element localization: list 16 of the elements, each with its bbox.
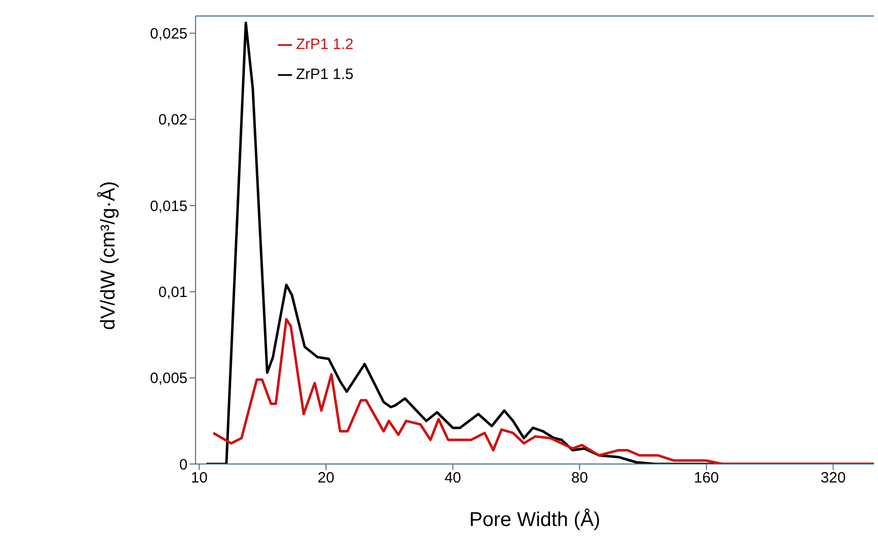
y-tick-label: 0,02 bbox=[158, 112, 188, 129]
y-tick-label: 0,01 bbox=[158, 284, 188, 302]
x-tick-label: 160 bbox=[694, 470, 719, 487]
y-axis-title: dV/dW (cm³/g·Å) bbox=[96, 181, 120, 330]
x-tick-label: 10 bbox=[190, 470, 208, 487]
legend-label: ZrP1 1.5 bbox=[296, 66, 354, 83]
y-tick-label: 0,025 bbox=[150, 26, 188, 43]
y-tick-label: 0,015 bbox=[150, 198, 188, 215]
x-tick-label: 80 bbox=[571, 470, 588, 487]
x-tick-label: 320 bbox=[820, 470, 846, 487]
x-tick-label: 40 bbox=[444, 470, 462, 487]
legend-label: ZrP1 1.2 bbox=[296, 36, 354, 53]
x-tick-label: 20 bbox=[318, 470, 334, 487]
y-tick-label: 0 bbox=[179, 456, 188, 474]
x-axis-title: Pore Width (Å) bbox=[469, 508, 600, 531]
y-tick-label: 0,005 bbox=[150, 370, 188, 388]
